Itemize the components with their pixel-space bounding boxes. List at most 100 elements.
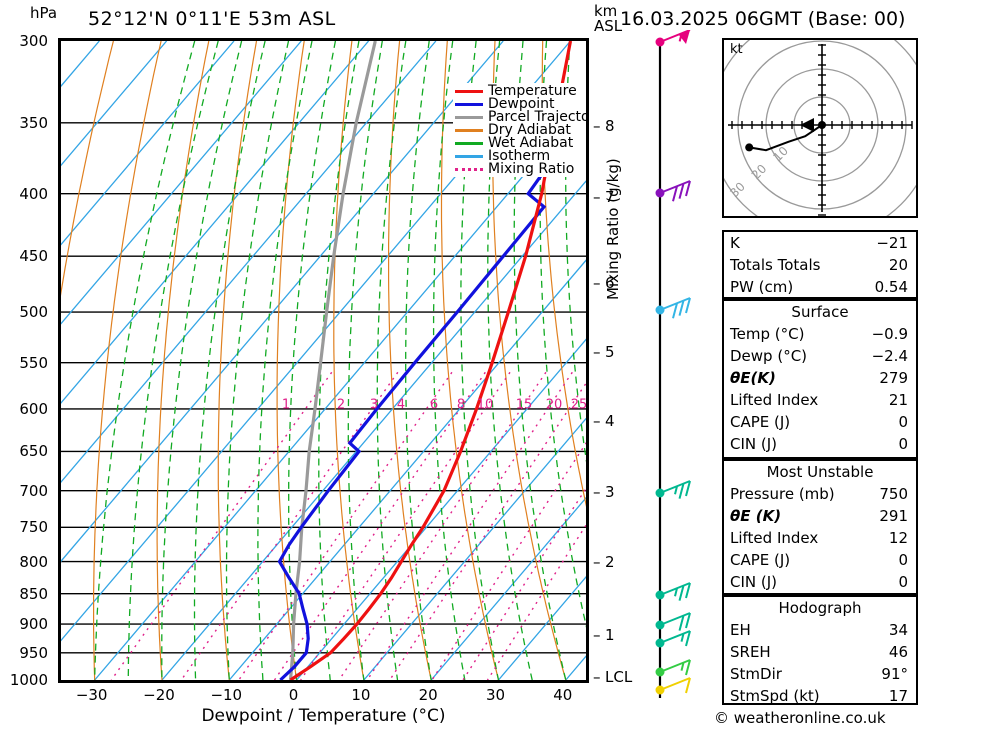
pressure-tick-550: 550 — [19, 353, 48, 372]
mixing-ratio-label-8: 8 — [456, 397, 466, 413]
lcl-label: LCL — [605, 668, 633, 686]
height-tick-mark: – — [593, 553, 601, 571]
run-datetime-title: 16.03.2025 06GMT (Base: 00) — [620, 8, 906, 30]
index-value: 291 — [879, 507, 908, 525]
wind-barb-column — [655, 30, 691, 698]
legend-item-temperature: Temperature — [455, 84, 586, 98]
hodograph-ring-label-20: 20 — [749, 162, 770, 183]
index-row: Lifted Index 21 — [724, 389, 916, 411]
pressure-tick-650: 650 — [19, 442, 48, 461]
index-row: EH 34 — [724, 619, 916, 641]
pressure-axis: 300 350 400 450 500 550 600 650 700 750 800 850 900 9… — [0, 32, 54, 689]
height-tick-mark: – — [593, 412, 601, 430]
general-indices-panel: K −21 Totals Totals 20 PW (cm) 0.54 — [722, 230, 918, 299]
mixing-ratio-label-6: 6 — [429, 397, 439, 413]
pressure-tick-900: 900 — [19, 615, 48, 634]
mixing-ratio-label-3: 3 — [369, 397, 379, 413]
index-key: Dewp (°C) — [730, 347, 808, 365]
height-tick-7: 7 — [605, 188, 615, 206]
pressure-tick-700: 700 — [19, 481, 48, 500]
hodograph-panel-title: Hodograph — [778, 599, 862, 617]
index-row: PW (cm) 0.54 — [724, 276, 916, 298]
dewpoint-curve — [277, 103, 586, 680]
index-value: 0 — [898, 413, 908, 431]
legend-swatch-icon — [455, 142, 483, 145]
index-key: SREH — [730, 643, 771, 661]
most_unstable-panel-title: Most Unstable — [766, 463, 874, 481]
isobar-gridlines — [61, 122, 586, 654]
legend-label: Dry Adiabat — [488, 122, 571, 138]
pressure-tick-750: 750 — [19, 518, 48, 537]
hodograph-indices-panel: Hodograph EH 34 SREH 46 StmDir 91° StmSpd (kt) 1… — [722, 595, 918, 705]
wind-barb-400hpa — [655, 180, 691, 202]
height-unit-label: km ASL — [594, 4, 622, 34]
temp-tick-0: 0 — [288, 686, 299, 704]
temp-tick--10: −10 — [210, 686, 243, 704]
legend-item-parcel-trajectory: Parcel Trajectory — [455, 109, 589, 125]
index-value: 17 — [888, 687, 908, 705]
index-value: 46 — [888, 643, 908, 661]
legend-label: Isotherm — [488, 148, 551, 164]
index-row: θE (K) 291 — [724, 505, 916, 527]
height-tick-mark: – — [593, 117, 601, 135]
wind-barb-700hpa — [655, 480, 691, 499]
legend-label: Mixing Ratio — [488, 161, 575, 177]
skewt-plot[interactable]: 1 2 3 4 6 8 10 15 20 25 Temperature Dewpoint Parcel… — [58, 38, 589, 683]
legend-label: Parcel Trajectory — [488, 109, 589, 125]
index-value: 279 — [879, 369, 908, 387]
index-key: K — [730, 234, 740, 252]
index-key: Temp (°C) — [730, 325, 805, 343]
height-tick-mark: – — [593, 483, 601, 501]
index-row: Dewp (°C) −2.4 — [724, 345, 916, 367]
index-row: θE(K) 279 — [724, 367, 916, 389]
wind-barb-975hpa — [655, 659, 691, 677]
wind-barb-850hpa — [655, 582, 691, 601]
lcl-tick-mark: – — [593, 668, 601, 686]
index-value: 20 — [888, 256, 908, 274]
wet-adiabat-lines — [94, 41, 586, 680]
surface-panel-title: Surface — [791, 303, 849, 321]
legend-label: Dewpoint — [488, 96, 555, 112]
index-row: Temp (°C) −0.9 — [724, 323, 916, 345]
legend-item-wet-adiabat: Wet Adiabat — [455, 136, 586, 150]
index-key: Totals Totals — [730, 256, 821, 274]
mixing-ratio-label-4: 4 — [396, 397, 406, 413]
hodograph-plot[interactable]: kt 10 20 30 — [722, 38, 918, 218]
legend-swatch-icon — [455, 155, 483, 158]
index-key: PW (cm) — [730, 278, 794, 296]
mixing-ratio-lines — [110, 371, 586, 680]
pressure-tick-500: 500 — [19, 303, 48, 322]
index-key: CIN (J) — [730, 435, 778, 453]
index-value: 0 — [898, 573, 908, 591]
height-tick-4: 4 — [605, 412, 615, 430]
legend-swatch-icon — [455, 129, 483, 132]
index-value: 0 — [898, 435, 908, 453]
wind-barb-1000hpa — [655, 677, 691, 695]
pressure-tick-350: 350 — [19, 113, 48, 132]
legend-swatch-icon — [455, 103, 483, 106]
index-key: EH — [730, 621, 751, 639]
height-unit-line2: ASL — [594, 17, 623, 35]
surface-indices-panel: Surface Temp (°C) −0.9 Dewp (°C) −2.4 θE(K) 27… — [722, 299, 918, 459]
pressure-tick-800: 800 — [19, 552, 48, 571]
pressure-tick-450: 450 — [19, 247, 48, 266]
index-key: CAPE (J) — [730, 551, 791, 569]
legend-item-isotherm: Isotherm — [455, 148, 586, 164]
pressure-tick-300: 300 — [19, 32, 48, 50]
wind-barb-300hpa — [655, 30, 691, 47]
dry-adiabat-lines — [61, 41, 586, 680]
legend-swatch-icon — [455, 90, 483, 93]
legend-swatch-icon — [455, 116, 483, 119]
height-tick-5: 5 — [605, 343, 615, 361]
index-value: 12 — [888, 529, 908, 547]
height-tick-2: 2 — [605, 553, 615, 571]
temp-tick-30: 30 — [485, 686, 506, 704]
copyright-label: © weatheronline.co.uk — [714, 709, 886, 727]
height-tick-8: 8 — [605, 117, 615, 135]
index-value: 91° — [881, 665, 908, 683]
mixing-ratio-label-25: 25 — [570, 397, 588, 413]
mixing-ratio-label-15: 15 — [515, 397, 533, 413]
hodograph-ring-label-30: 30 — [727, 179, 748, 200]
index-key: CAPE (J) — [730, 413, 791, 431]
